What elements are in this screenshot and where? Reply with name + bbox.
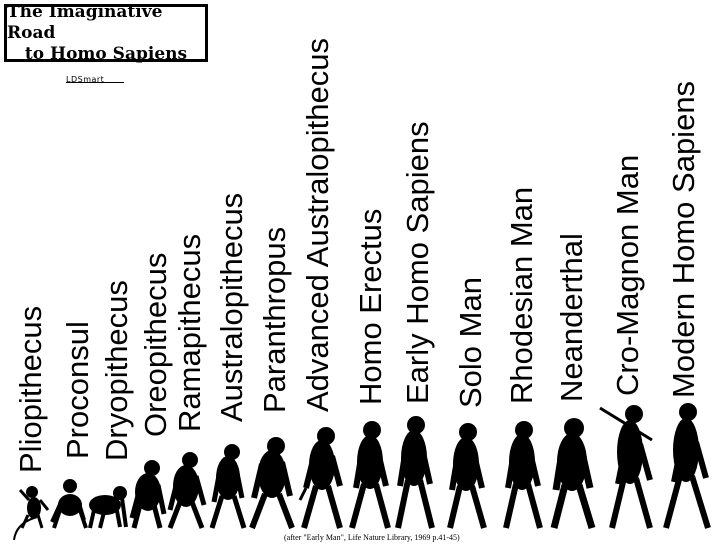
- logo-underline: [66, 82, 124, 83]
- figure-advanced-australopithecus: [298, 427, 343, 529]
- figure-ramapithecus: [167, 452, 207, 529]
- figure-rhodesian-man: [503, 421, 543, 529]
- title-line-1: The Imaginative Road: [7, 1, 163, 43]
- title-line-2: to Homo Sapiens: [24, 43, 188, 64]
- figure-cro-magnon-man: [599, 405, 653, 529]
- figure-dryopithecus: [88, 486, 128, 529]
- logo: LDSmart: [66, 68, 124, 84]
- figure-pliopithecus: [13, 486, 50, 541]
- figure-australopithecus: [209, 444, 247, 529]
- figure-oreopithecus: [129, 460, 167, 529]
- figure-early-homo-sapiens: [395, 416, 435, 529]
- figure-neanderthal: [550, 418, 596, 530]
- figure-paranthropus: [249, 437, 295, 530]
- citation: (after "Early Man", Life Nature Library,…: [284, 533, 460, 542]
- figure-solo-man: [447, 423, 487, 529]
- title-box: The Imaginative Road to Homo Sapiens: [4, 1, 208, 64]
- figure-homo-erectus: [349, 421, 391, 529]
- figure-proconsul: [50, 479, 88, 529]
- logo-text: LDSmart: [66, 75, 105, 84]
- figure-modern-homo-sapiens: [663, 403, 711, 529]
